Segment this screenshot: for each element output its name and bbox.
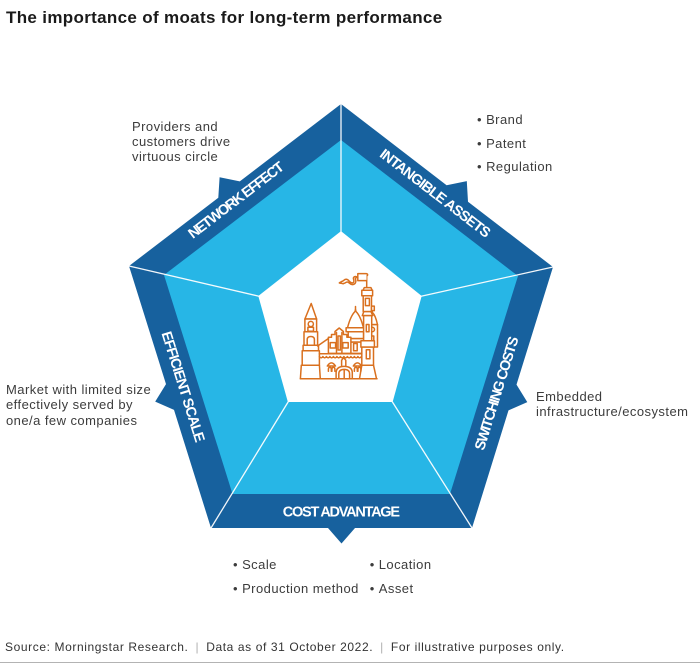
svg-text:COST ADVANTAGE: COST ADVANTAGE: [283, 505, 401, 521]
